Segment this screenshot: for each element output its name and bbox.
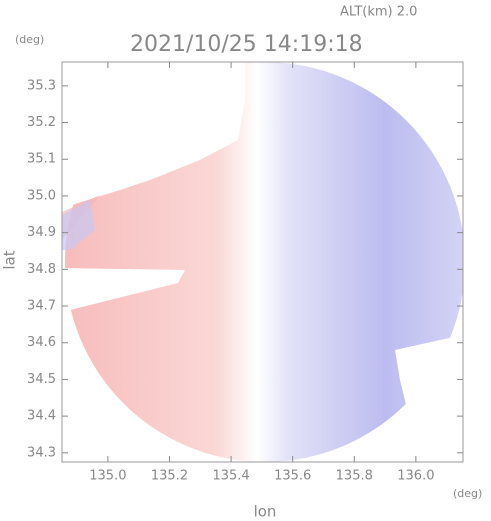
y-tick-label: 34.7 [27,299,56,314]
x-tick-label: 136.0 [397,469,434,484]
x-unit: (deg) [453,487,482,500]
y-tick-label: 34.8 [27,262,56,277]
y-tick-label: 34.9 [27,225,56,240]
y-unit: (deg) [15,33,44,46]
y-tick-label: 35.0 [27,188,56,203]
chart-title: 2021/10/25 14:19:18 [130,32,363,57]
x-tick-label: 135.0 [89,469,126,484]
y-tick-label: 34.5 [27,372,56,387]
y-tick-label: 34.6 [27,335,56,350]
y-tick-label: 34.4 [27,409,56,424]
y-tick-label: 35.1 [27,152,56,167]
x-tick-label: 135.2 [151,469,188,484]
plot-frame [61,61,464,463]
x-tick-label: 135.6 [274,469,311,484]
x-tick-label: 135.4 [212,469,249,484]
x-axis-label: lon [254,503,277,521]
y-tick-label: 35.2 [27,115,56,130]
y-tick-label: 35.3 [27,78,56,93]
radar-field [62,62,463,462]
annotation: ALT(km) 2.0 [340,5,417,20]
y-axis-label: lat [1,250,19,269]
x-tick-label: 135.8 [336,469,373,484]
y-tick-label: 34.3 [27,445,56,460]
